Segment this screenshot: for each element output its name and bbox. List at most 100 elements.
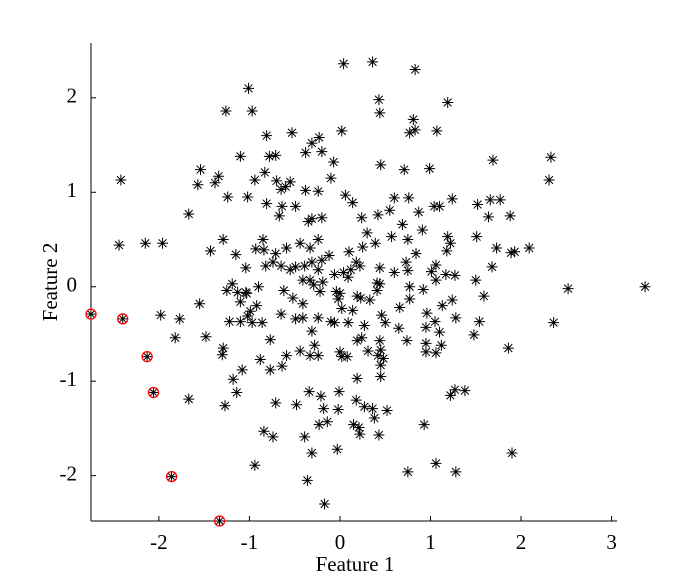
data-point (450, 312, 462, 324)
asterisk-marker (450, 312, 462, 324)
asterisk-marker (174, 313, 186, 325)
data-point (290, 313, 302, 325)
data-point (543, 174, 555, 186)
asterisk-marker (435, 339, 447, 351)
asterisk-marker (270, 248, 282, 260)
data-point (487, 154, 499, 166)
data-point (226, 278, 238, 290)
data-point (400, 256, 412, 268)
asterisk-marker (214, 515, 226, 527)
data-point (290, 200, 302, 212)
data-point (286, 127, 298, 139)
asterisk-marker (294, 345, 306, 357)
asterisk-marker (367, 403, 379, 415)
asterisk-marker (471, 231, 483, 243)
asterisk-marker (345, 264, 357, 276)
data-point (261, 198, 273, 210)
data-point (347, 304, 359, 316)
data-point (232, 286, 244, 298)
asterisk-marker (155, 309, 167, 321)
data-point (309, 339, 321, 351)
asterisk-marker (393, 322, 405, 334)
y-tick-label: 2 (67, 84, 78, 108)
data-point (316, 146, 328, 158)
asterisk-marker (290, 261, 302, 273)
asterisk-marker (281, 242, 293, 254)
data-point (264, 334, 276, 346)
data-point (446, 294, 458, 306)
data-point (353, 421, 365, 433)
data-point (304, 242, 316, 254)
data-point (313, 131, 325, 143)
data-point (236, 364, 248, 376)
data-point (258, 244, 270, 256)
asterisk-marker (371, 277, 383, 289)
asterisk-marker (316, 254, 328, 266)
data-point (312, 350, 324, 362)
asterisk-marker (505, 247, 517, 259)
data-point (386, 231, 398, 243)
data-point (155, 309, 167, 321)
data-point (375, 159, 387, 171)
data-point (141, 350, 153, 363)
y-tick-label: 1 (67, 178, 78, 202)
data-point (548, 317, 560, 329)
asterisk-marker (386, 231, 398, 243)
data-point (251, 300, 263, 312)
data-point (302, 216, 314, 228)
asterisk-marker (246, 105, 258, 117)
data-point (317, 276, 329, 288)
data-point (250, 243, 262, 255)
data-point (291, 399, 303, 411)
asterisk-marker (231, 387, 243, 399)
asterisk-marker (250, 243, 262, 255)
asterisk-marker (420, 346, 432, 358)
data-point (374, 278, 386, 290)
asterisk-marker (336, 302, 348, 314)
asterisk-marker (249, 459, 261, 471)
data-point (213, 515, 226, 527)
data-point (275, 308, 287, 320)
asterisk-marker (306, 137, 318, 149)
asterisk-marker (444, 237, 456, 249)
data-point (545, 151, 557, 163)
asterisk-marker (281, 350, 293, 362)
asterisk-marker (376, 309, 388, 321)
data-point (402, 233, 414, 245)
asterisk-marker (290, 200, 302, 212)
data-point (174, 313, 186, 325)
data-point (304, 274, 316, 286)
asterisk-marker (333, 386, 345, 398)
asterisk-marker (434, 326, 446, 338)
data-point (446, 193, 458, 205)
asterisk-marker (487, 154, 499, 166)
data-point (312, 185, 324, 197)
data-point (430, 457, 442, 469)
asterisk-marker (141, 351, 153, 363)
data-point (341, 351, 353, 363)
asterisk-marker (491, 242, 503, 254)
asterisk-marker (294, 237, 306, 249)
data-point (404, 127, 416, 139)
asterisk-marker (358, 319, 370, 331)
data-point (398, 164, 410, 176)
asterisk-marker (367, 56, 379, 68)
asterisk-marker (117, 313, 129, 325)
asterisk-marker (504, 210, 516, 222)
data-point (375, 359, 387, 371)
data-point (342, 271, 354, 283)
data-point (281, 350, 293, 362)
data-point (217, 342, 229, 354)
asterisk-marker (338, 267, 350, 279)
data-point (194, 298, 206, 310)
data-point (375, 344, 387, 356)
asterisk-marker (368, 412, 380, 424)
asterisk-marker (267, 431, 279, 443)
asterisk-marker (374, 335, 386, 347)
data-point (183, 208, 195, 220)
asterisk-marker (318, 403, 330, 415)
asterisk-marker (482, 211, 494, 223)
asterisk-marker (404, 127, 416, 139)
data-point (284, 176, 296, 188)
asterisk-marker (280, 181, 292, 193)
